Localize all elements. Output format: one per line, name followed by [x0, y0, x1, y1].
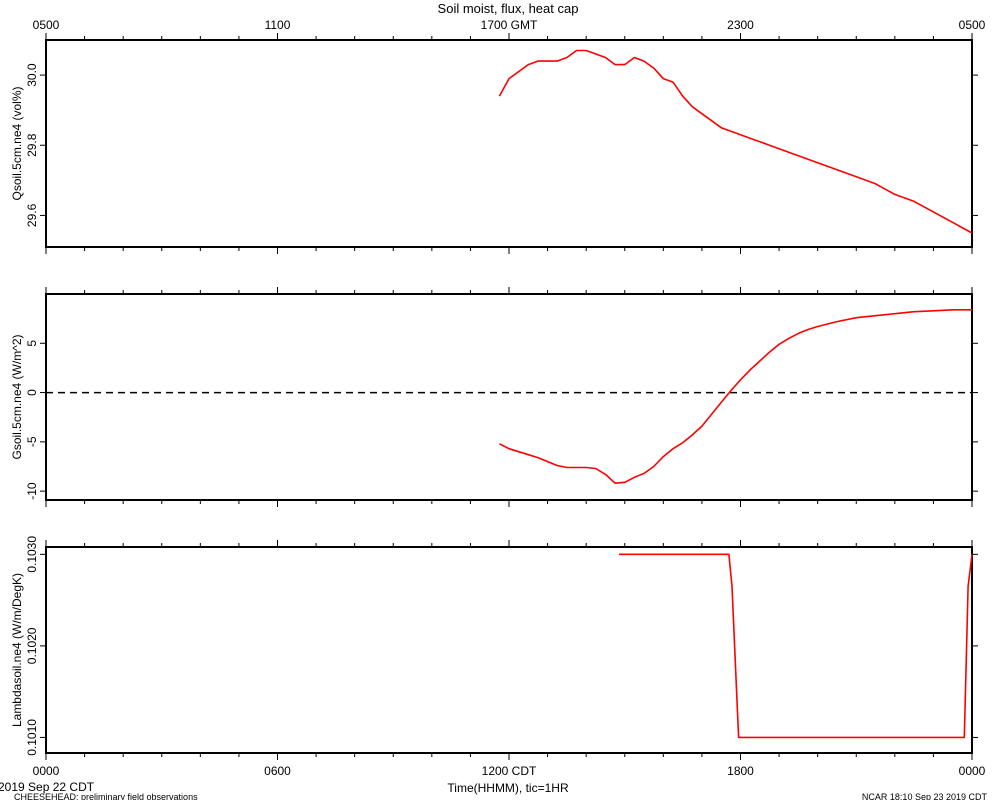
chart-title: Soil moist, flux, heat cap	[438, 1, 579, 16]
series-line	[498, 49, 973, 234]
y-axis-label: Lambdasoil.ne4 (W/m/DegK)	[10, 573, 24, 727]
y-tick-label: 29.6	[25, 203, 39, 227]
y-tick-label: -10	[25, 482, 39, 500]
top-axis-tick-labels: 0500 1100 1700 GMT 2300 0500	[33, 18, 986, 32]
y-tick-label: 5	[25, 340, 39, 347]
y-tick-label: 30.0	[25, 63, 39, 87]
bottom-tick-label: 1200 CDT	[482, 764, 537, 778]
y-tick-label: 0.1030	[25, 536, 39, 573]
y-tick-label: 29.8	[25, 133, 39, 157]
plot-frame	[45, 293, 973, 501]
bottom-axis-tick-labels: 0000 0600 1200 CDT 1800 0000	[33, 764, 986, 778]
bottom-tick-label: 0600	[264, 764, 291, 778]
y-tick-label: -5	[25, 436, 39, 447]
series-line	[499, 308, 972, 485]
y-tick-label: 0.1010	[25, 719, 39, 756]
bottom-tick-label: 1800	[727, 764, 754, 778]
top-tick-label: 0500	[959, 18, 986, 32]
y-tick-label: 0	[25, 389, 39, 396]
y-tick-label: 0.1020	[25, 627, 39, 664]
x-axis-label: Time(HHMM), tic=1HR	[447, 781, 569, 795]
bottom-tick-label: 0000	[959, 764, 986, 778]
plot-frame	[45, 546, 973, 754]
top-tick-label: 2300	[727, 18, 754, 32]
y-axis-label: Gsoil.5cm.ne4 (W/m^2)	[10, 335, 24, 460]
top-tick-label: 1100	[265, 18, 291, 32]
plot-frame	[45, 39, 973, 248]
top-tick-label: 0500	[33, 18, 60, 32]
footer-date: 2019 Sep 22 CDT	[0, 780, 95, 794]
footer-project: CHEESEHEAD: preliminary field observatio…	[14, 792, 198, 800]
top-tick-label: 1700 GMT	[481, 18, 538, 32]
series-line	[619, 553, 973, 739]
y-axis-label: Qsoil.5cm.ne4 (vol%)	[10, 86, 24, 200]
footer-stamp: NCAR 18:10 Sep 23 2019 CDT	[862, 792, 988, 800]
bottom-tick-label: 0000	[33, 764, 60, 778]
